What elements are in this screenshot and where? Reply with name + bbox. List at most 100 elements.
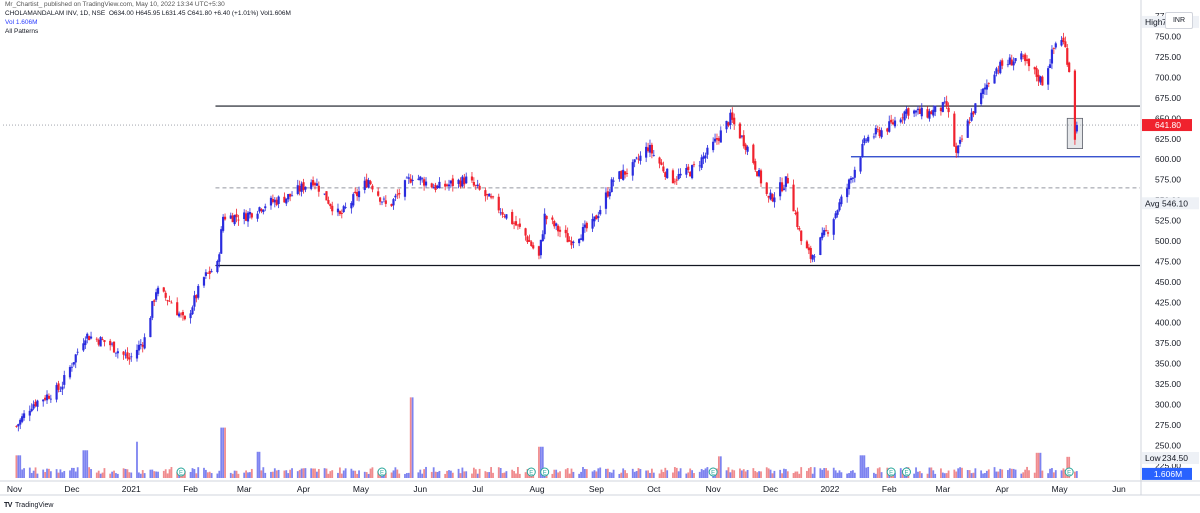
candle-body — [424, 181, 428, 186]
volume-bar — [773, 470, 776, 478]
candle-body — [974, 103, 977, 114]
candle-body — [905, 109, 908, 114]
candle-body — [690, 165, 694, 179]
candle-body — [692, 164, 696, 166]
candle-body — [635, 157, 638, 159]
candle-body — [511, 211, 514, 224]
candle-body — [886, 128, 889, 132]
candle-body — [153, 300, 156, 302]
candle-body — [208, 270, 211, 274]
volume-bar — [243, 472, 246, 478]
volume-bar — [247, 472, 249, 478]
candle-body — [907, 108, 910, 116]
volume-bar — [985, 470, 988, 478]
candle-body — [155, 292, 158, 300]
candle-body — [338, 211, 341, 215]
candle-body — [407, 177, 410, 179]
candle-body — [620, 170, 623, 179]
x-tick-label: May — [1052, 484, 1069, 494]
candle-body — [103, 340, 106, 343]
volume-bar — [515, 473, 517, 478]
candle-body — [518, 223, 521, 227]
candle-body — [287, 194, 290, 200]
candle-body — [1025, 59, 1029, 61]
candle-body — [183, 315, 186, 320]
candle-body — [646, 147, 650, 152]
candle-body — [890, 119, 893, 123]
candle-body — [811, 255, 814, 260]
candle-body — [222, 216, 225, 231]
candle-body — [445, 184, 449, 186]
candle-body — [1073, 70, 1077, 140]
volume-bar — [580, 471, 582, 478]
volume-bar — [338, 467, 341, 478]
currency-button[interactable]: INR — [1165, 12, 1193, 29]
volume-bar — [997, 471, 1000, 478]
volume-bar — [784, 469, 787, 478]
candle-body — [826, 232, 830, 234]
candle-body — [840, 196, 843, 205]
volume-bar — [438, 470, 441, 478]
volume-bar — [69, 470, 71, 478]
volume-bar — [237, 473, 240, 478]
candle-body — [792, 184, 795, 212]
volume-bar — [754, 471, 757, 478]
volume-bar — [618, 473, 621, 478]
volume-bar — [32, 470, 35, 478]
volume-bar — [593, 470, 596, 478]
candle-body — [893, 120, 897, 127]
volume-bar — [786, 471, 789, 478]
event-marker-icon — [708, 467, 718, 477]
volume-bar — [566, 468, 569, 478]
candle-body — [993, 74, 996, 84]
volume-bar — [819, 468, 822, 478]
volume-bar — [74, 471, 77, 478]
patterns-legend[interactable]: All Patterns — [5, 28, 39, 35]
candle-body — [329, 203, 332, 207]
candle-body — [903, 111, 906, 121]
volume-bar — [999, 468, 1002, 478]
candle-body — [997, 70, 1000, 72]
candle-body — [727, 122, 730, 126]
volume-bar — [582, 466, 584, 478]
candle-body — [484, 190, 487, 197]
volume-bar — [298, 469, 301, 478]
volume-bar — [189, 471, 192, 478]
volume-bar — [608, 472, 611, 478]
candle-body — [499, 212, 502, 214]
candle-body — [754, 161, 757, 170]
candle-body — [612, 180, 615, 182]
candle-body — [423, 179, 426, 186]
volume-bar — [626, 473, 628, 478]
y-tick-label: 500.00 — [1155, 236, 1181, 246]
y-tick-label: 275.00 — [1155, 420, 1181, 430]
candle-body — [813, 256, 816, 258]
volume-bar — [113, 470, 115, 478]
x-tick-label: Dec — [64, 484, 80, 494]
candle-body — [800, 230, 803, 242]
volume-bar — [934, 473, 937, 478]
candle-body — [34, 401, 37, 407]
candle-body — [488, 193, 491, 197]
volume-bar — [1001, 469, 1004, 478]
candle-body — [702, 156, 705, 159]
candle-body — [664, 172, 667, 177]
candle-body — [995, 68, 998, 74]
candle-body — [403, 180, 407, 197]
candle-body — [176, 302, 179, 316]
volume-bar — [162, 470, 165, 478]
candle-body — [658, 157, 661, 164]
candle-body — [914, 110, 918, 113]
candle-body — [532, 245, 535, 249]
candle-body — [756, 171, 759, 177]
volume-bar — [296, 471, 299, 478]
candle-body — [302, 182, 305, 191]
candle-body — [1027, 58, 1031, 67]
volume-bar — [899, 468, 902, 478]
candle-body — [930, 111, 933, 115]
volume-bar — [492, 472, 494, 478]
y-tick-label: 725.00 — [1155, 52, 1181, 62]
x-tick-label: 2022 — [820, 484, 839, 494]
candle-body — [95, 338, 98, 340]
